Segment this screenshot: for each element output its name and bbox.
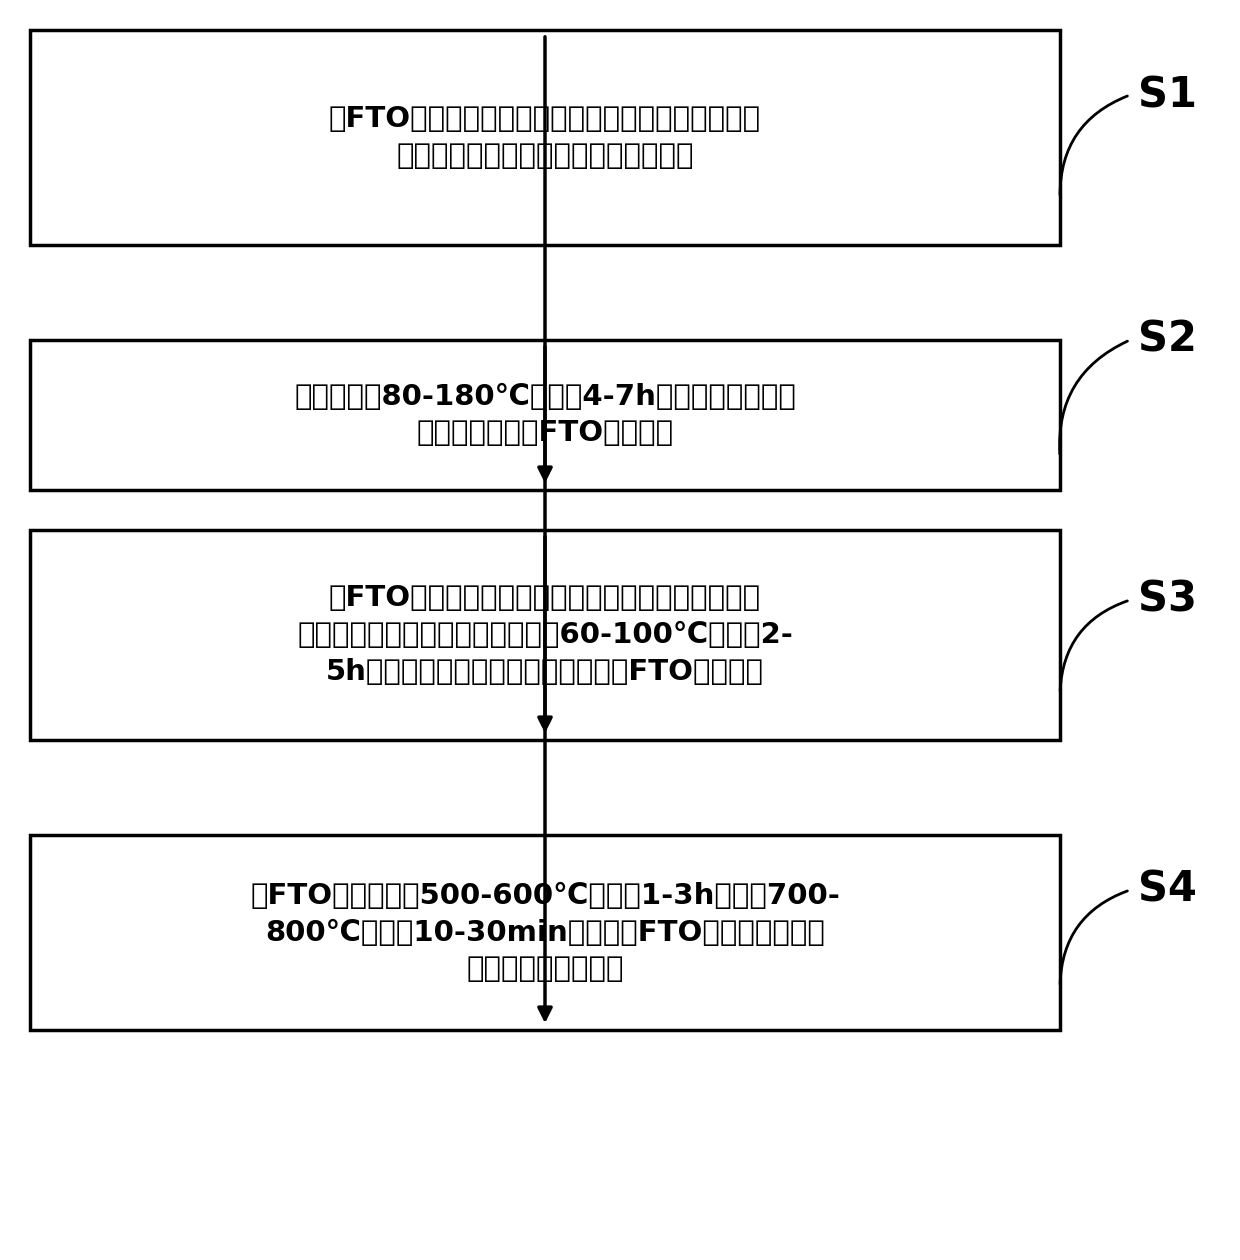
Text: 水溶液的反应釜中，并将反应釜在60-100℃下加热2-: 水溶液的反应釜中，并将反应釜在60-100℃下加热2- xyxy=(298,621,792,649)
Text: 将FTO导电玻璃以导电面朝上的方式置入反应釜，并: 将FTO导电玻璃以导电面朝上的方式置入反应釜，并 xyxy=(329,105,761,134)
Text: S4: S4 xyxy=(1138,869,1197,911)
Text: 将反应釜在80-180℃下加热4-7h，并待反应釜加热: 将反应釜在80-180℃下加热4-7h，并待反应釜加热 xyxy=(294,383,796,411)
Text: 将FTO导电玻璃在500-600℃下退火1-3h，再在700-: 将FTO导电玻璃在500-600℃下退火1-3h，再在700- xyxy=(250,882,839,910)
Text: 800℃下退火10-30min，从而在FTO导电玻璃上生长: 800℃下退火10-30min，从而在FTO导电玻璃上生长 xyxy=(265,919,825,946)
Text: 完毕冷却后取出FTO导电玻璃: 完毕冷却后取出FTO导电玻璃 xyxy=(417,420,673,447)
Text: 将FTO导电玻璃倾斜地置入盛有铁的无机盐和矿化剂: 将FTO导电玻璃倾斜地置入盛有铁的无机盐和矿化剂 xyxy=(329,585,761,612)
Text: 钼修饰氧化铁光电极: 钼修饰氧化铁光电极 xyxy=(466,955,624,983)
Text: S2: S2 xyxy=(1138,319,1197,362)
Text: 向反应釜中加入含钼元素的前驱体溶液: 向反应釜中加入含钼元素的前驱体溶液 xyxy=(397,142,693,170)
Bar xyxy=(30,340,1060,490)
Text: S1: S1 xyxy=(1138,74,1197,116)
Text: 5h，并待反应釜加热完毕冷却后取出FTO导电玻璃: 5h，并待反应釜加热完毕冷却后取出FTO导电玻璃 xyxy=(326,658,764,685)
Bar xyxy=(30,835,1060,1029)
Bar xyxy=(30,530,1060,740)
Text: S3: S3 xyxy=(1138,580,1197,621)
Bar xyxy=(30,30,1060,244)
